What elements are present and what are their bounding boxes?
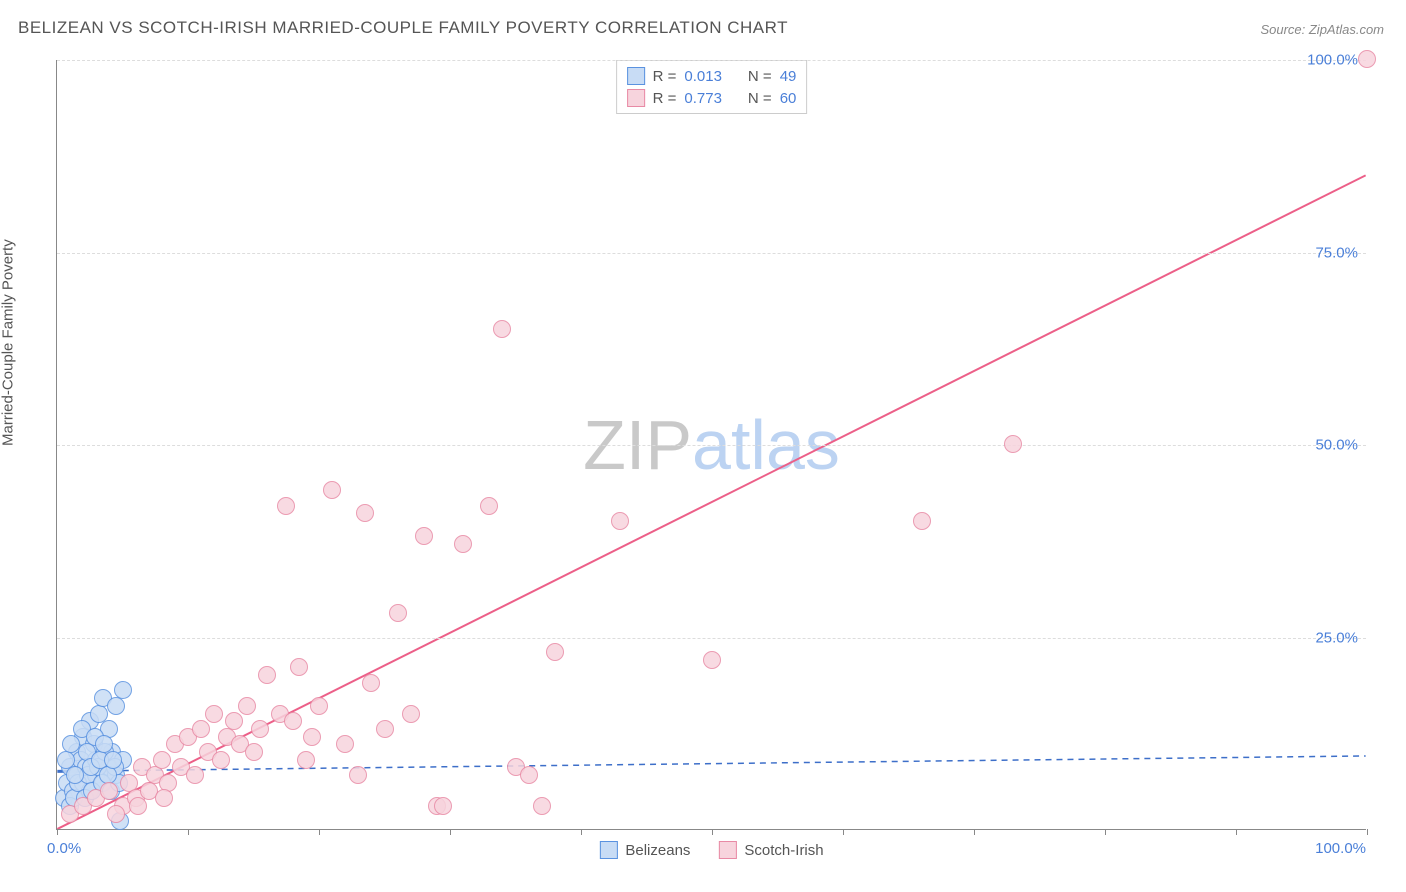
data-point bbox=[336, 735, 354, 753]
legend-n-value: 49 bbox=[780, 68, 797, 85]
data-point bbox=[225, 712, 243, 730]
data-point bbox=[284, 712, 302, 730]
data-point bbox=[546, 643, 564, 661]
legend-r-label: R = bbox=[653, 68, 677, 85]
legend-n-label: N = bbox=[748, 90, 772, 107]
data-point bbox=[376, 720, 394, 738]
data-point bbox=[155, 789, 173, 807]
legend-swatch bbox=[627, 89, 645, 107]
data-point bbox=[186, 766, 204, 784]
data-point bbox=[104, 751, 122, 769]
data-point bbox=[290, 658, 308, 676]
ytick-label: 50.0% bbox=[1315, 437, 1358, 454]
data-point bbox=[192, 720, 210, 738]
legend-r-value: 0.013 bbox=[684, 68, 722, 85]
legend-series-item: Scotch-Irish bbox=[718, 841, 823, 859]
data-point bbox=[349, 766, 367, 784]
xtick bbox=[974, 829, 975, 835]
legend-series-name: Belizeans bbox=[625, 842, 690, 859]
xtick bbox=[1105, 829, 1106, 835]
data-point bbox=[258, 666, 276, 684]
legend-series-item: Belizeans bbox=[599, 841, 690, 859]
data-point bbox=[703, 651, 721, 669]
data-point bbox=[205, 705, 223, 723]
data-point bbox=[913, 512, 931, 530]
legend-stats-row: R = 0.773 N = 60 bbox=[627, 87, 797, 109]
data-point bbox=[100, 782, 118, 800]
xtick bbox=[319, 829, 320, 835]
xtick bbox=[1236, 829, 1237, 835]
legend-n-value: 60 bbox=[780, 90, 797, 107]
legend-swatch bbox=[718, 841, 736, 859]
data-point bbox=[310, 697, 328, 715]
data-point bbox=[611, 512, 629, 530]
data-point bbox=[520, 766, 538, 784]
gridline bbox=[57, 638, 1366, 639]
legend-series: Belizeans Scotch-Irish bbox=[599, 841, 823, 859]
xtick bbox=[581, 829, 582, 835]
data-point bbox=[114, 681, 132, 699]
xtick bbox=[188, 829, 189, 835]
plot-area: ZIPatlas R = 0.013 N = 49 R = 0.773 N = … bbox=[56, 60, 1366, 830]
data-point bbox=[153, 751, 171, 769]
xtick bbox=[712, 829, 713, 835]
xtick bbox=[1367, 829, 1368, 835]
xtick-label-max: 100.0% bbox=[1315, 840, 1366, 857]
data-point bbox=[454, 535, 472, 553]
legend-stats: R = 0.013 N = 49 R = 0.773 N = 60 bbox=[616, 60, 808, 114]
ytick-label: 75.0% bbox=[1315, 244, 1358, 261]
data-point bbox=[107, 697, 125, 715]
data-point bbox=[129, 797, 147, 815]
legend-n-label: N = bbox=[748, 68, 772, 85]
data-point bbox=[415, 527, 433, 545]
data-point bbox=[238, 697, 256, 715]
legend-series-name: Scotch-Irish bbox=[744, 842, 823, 859]
legend-r-label: R = bbox=[653, 90, 677, 107]
chart-title: BELIZEAN VS SCOTCH-IRISH MARRIED-COUPLE … bbox=[18, 18, 788, 38]
data-point bbox=[1358, 50, 1376, 68]
data-point bbox=[533, 797, 551, 815]
gridline bbox=[57, 445, 1366, 446]
legend-swatch bbox=[627, 67, 645, 85]
data-point bbox=[212, 751, 230, 769]
data-point bbox=[251, 720, 269, 738]
data-point bbox=[362, 674, 380, 692]
xtick bbox=[450, 829, 451, 835]
y-axis-label: Married-Couple Family Poverty bbox=[0, 239, 17, 446]
data-point bbox=[323, 481, 341, 499]
ytick-label: 100.0% bbox=[1307, 52, 1358, 69]
data-point bbox=[303, 728, 321, 746]
data-point bbox=[389, 604, 407, 622]
data-point bbox=[245, 743, 263, 761]
data-point bbox=[1004, 435, 1022, 453]
data-point bbox=[107, 805, 125, 823]
data-point bbox=[434, 797, 452, 815]
data-point bbox=[297, 751, 315, 769]
gridline bbox=[57, 60, 1366, 61]
data-point bbox=[402, 705, 420, 723]
xtick bbox=[57, 829, 58, 835]
legend-swatch bbox=[599, 841, 617, 859]
legend-stats-row: R = 0.013 N = 49 bbox=[627, 65, 797, 87]
data-point bbox=[493, 320, 511, 338]
xtick-label-min: 0.0% bbox=[47, 840, 81, 857]
ytick-label: 25.0% bbox=[1315, 629, 1358, 646]
source-label: Source: ZipAtlas.com bbox=[1260, 22, 1384, 37]
data-point bbox=[277, 497, 295, 515]
xtick bbox=[843, 829, 844, 835]
gridline bbox=[57, 253, 1366, 254]
data-point bbox=[356, 504, 374, 522]
data-point bbox=[480, 497, 498, 515]
legend-r-value: 0.773 bbox=[684, 90, 722, 107]
